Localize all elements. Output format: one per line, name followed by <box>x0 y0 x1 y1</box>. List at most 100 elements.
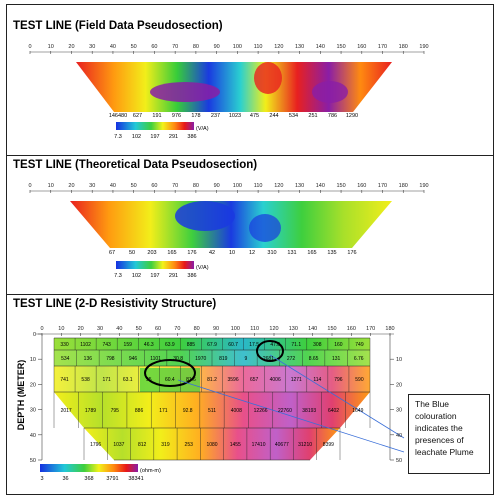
panel2-value-label: 176 <box>347 250 356 256</box>
panel2-x-axis: 0 10 20 30 40 50 60 70 80 90 100 110 120 130 140 150 160… <box>28 183 429 193</box>
plume-marker-large <box>144 359 196 387</box>
panel3-scale-label: 3791 <box>106 476 118 482</box>
panel3-colorbar <box>40 464 138 472</box>
cell-value: 8399 <box>323 442 334 448</box>
callout-line-1 <box>269 354 405 439</box>
cell-value: 136 <box>84 356 93 362</box>
panel3-x-tick-label: 170 <box>366 326 375 332</box>
panel2-x-tick-label: 120 <box>274 183 283 189</box>
panel1-value-label: 475 <box>250 113 259 119</box>
panel2-value-label: 310 <box>267 250 276 256</box>
cell-value: 114 <box>313 377 321 383</box>
panel3-x-tick-label: 30 <box>97 326 103 332</box>
cell-value: 885 <box>187 342 196 348</box>
panel1-anomaly-c <box>312 81 348 103</box>
panel3-x-tick-label: 0 <box>40 326 43 332</box>
cell-value: 1649 <box>352 408 363 414</box>
cell-value: 8.65 <box>309 356 319 362</box>
panel2-x-tick-label: 80 <box>193 183 199 189</box>
panel2-scale-label: 386 <box>187 273 196 279</box>
panel1-scale-label: 102 <box>132 134 141 140</box>
cell-value: 1455 <box>230 442 241 448</box>
callout-line-2 <box>177 379 405 453</box>
panel1-value-label: 534 <box>289 113 298 119</box>
cell-value: 308 <box>313 342 322 348</box>
cell-value: 17410 <box>252 442 266 448</box>
panel2-value-label: 165 <box>167 250 176 256</box>
cell-value: 743 <box>102 342 111 348</box>
cell-value: 60.4 <box>165 377 175 383</box>
panel1-value-label: 1290 <box>346 113 358 119</box>
y-tick-right-label: 30 <box>396 408 402 414</box>
panel1-value-label: 976 <box>172 113 181 119</box>
cell-value: 95 <box>146 377 152 383</box>
panel3-ylabel: DEPTH (METER) <box>16 360 26 431</box>
cell-value: 60.7 <box>228 342 238 348</box>
cell-value: 171 <box>159 408 168 414</box>
cell-value: 657 <box>250 377 259 383</box>
panel3-x-tick-label: 180 <box>385 326 394 332</box>
y-tick-label: 10 <box>30 357 36 363</box>
panel1-value-label: 191 <box>152 113 161 119</box>
cell-value: 30.8 <box>173 356 183 362</box>
cell-value: 1970 <box>195 356 206 362</box>
panel2-value-label: 135 <box>327 250 336 256</box>
panel1-pseudosection <box>76 62 392 112</box>
panel2-bottom-values: 67 50 203 165 176 42 10 12 310 131 165 135 176 <box>109 250 357 256</box>
panel3-scale-label: 3 <box>40 476 43 482</box>
panel3-cell-values: 330 1102 743 159 46.3 63.9 885 67.9 60.7 17.5 47.8… <box>60 342 363 448</box>
panel3-x-tick-label: 40 <box>116 326 122 332</box>
panel2-x-tick-label: 10 <box>48 183 54 189</box>
panel1-x-tick-label: 110 <box>254 44 263 50</box>
cell-value: 4008 <box>231 408 242 414</box>
panel1-x-tick-label: 170 <box>378 44 387 50</box>
panel2-x-tick-label: 20 <box>68 183 74 189</box>
panel1-x-tick-label: 20 <box>68 44 74 50</box>
cell-value: 1080 <box>206 442 217 448</box>
panel3-x-tick-label: 20 <box>78 326 84 332</box>
cell-value: 819 <box>219 356 228 362</box>
panel3-x-tick-label: 130 <box>289 326 298 332</box>
y-tick-label: 50 <box>30 458 36 464</box>
panel2-value-label: 165 <box>307 250 316 256</box>
cell-value: 38193 <box>302 408 316 414</box>
cell-value: 171 <box>102 377 111 383</box>
panel1-x-tick-label: 120 <box>274 44 283 50</box>
panel2-x-tick-label: 160 <box>357 183 366 189</box>
panel1-value-label: 627 <box>133 113 142 119</box>
panel3-scale-label: 36 <box>62 476 68 482</box>
y-tick-label: 20 <box>30 382 36 388</box>
panel1-scale-label-unit: (V/A) <box>196 126 209 132</box>
y-tick-right-label: 20 <box>396 382 402 388</box>
y-tick-right-label: 10 <box>396 357 402 363</box>
panel1-x-tick-label: 80 <box>193 44 199 50</box>
cell-value: 1789 <box>85 408 96 414</box>
panel2-scale-label: 291 <box>169 273 178 279</box>
panel1-value-label: 237 <box>211 113 220 119</box>
panel3-x-tick-label: 150 <box>327 326 336 332</box>
panel1-x-tick-label: 40 <box>110 44 116 50</box>
panel2-scale-label-unit: (V/A) <box>196 265 209 271</box>
panel3-layer-3 <box>54 392 370 428</box>
cell-value: 160 <box>334 342 343 348</box>
panel1-value-label: 251 <box>308 113 317 119</box>
panel3-scale-label: 368 <box>84 476 93 482</box>
cell-value: 946 <box>129 356 138 362</box>
panel1-colorbar <box>116 122 194 130</box>
panel2-value-label: 203 <box>147 250 156 256</box>
panel1-x-tick-label: 100 <box>233 44 242 50</box>
panel3-x-tick-label: 70 <box>174 326 180 332</box>
cell-value: 31210 <box>298 442 312 448</box>
panel1-x-tick-label: 140 <box>316 44 325 50</box>
panel2-scale-label: 197 <box>150 273 159 279</box>
panel2-x-tick-label: 140 <box>316 183 325 189</box>
panel1-anomaly-b <box>254 62 282 94</box>
panel1-scale-label: 7.3 <box>114 134 122 140</box>
panel1-title: TEST LINE (Field Data Pseudosection) <box>13 20 223 32</box>
cell-value: 795 <box>111 408 120 414</box>
panel2-x-tick-label: 100 <box>233 183 242 189</box>
cell-value: 4006 <box>270 377 281 383</box>
panel2-x-tick-label: 90 <box>214 183 220 189</box>
panel1-x-tick-label: 130 <box>295 44 304 50</box>
